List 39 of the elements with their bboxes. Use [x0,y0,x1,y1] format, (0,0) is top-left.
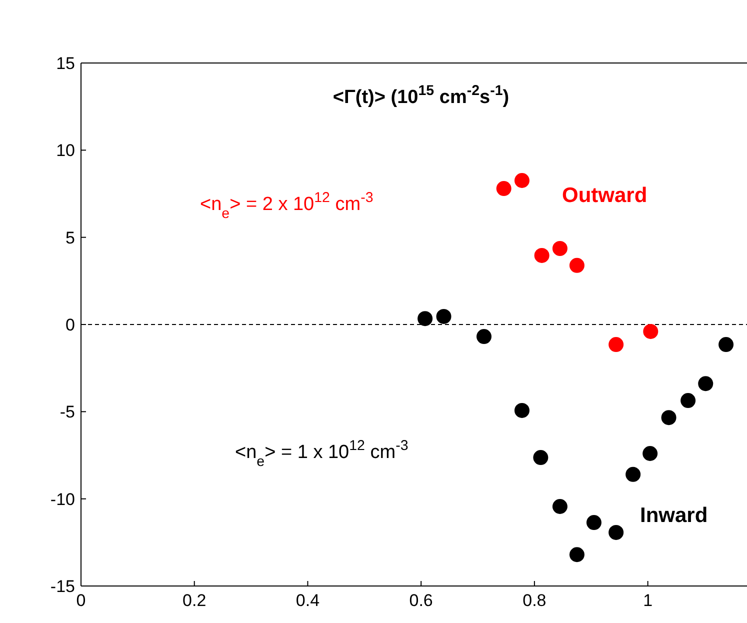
point [552,499,568,514]
point [661,410,676,426]
y-tick-label: 15 [56,54,75,73]
point [680,393,696,408]
y-tick-label: 0 [66,315,75,334]
point [496,181,512,196]
point [698,376,714,392]
x-tick-label: 0.8 [522,591,546,610]
x-tick-label: 0.4 [296,591,320,610]
point [533,450,548,466]
annotation: Outward [562,184,648,207]
text: <Γ(t)> (10$^{15}$ cm$^{-2}$s$^{-1}$) [332,83,510,108]
point [608,524,624,540]
point [552,240,568,256]
x-tick-label: 0.2 [182,591,206,610]
y-tick-label: 5 [66,228,75,248]
point [418,311,433,326]
point [608,337,624,352]
y-tick-label: -15 [50,576,75,596]
text: <n$_{e}$> = 1 x 10$^{12}$ cm$^{-3}$ [235,438,408,470]
annotation: Inward [640,504,708,527]
y-tick-label: 10 [56,141,75,160]
point [642,446,658,462]
x-tick-label: 0.6 [409,591,433,610]
point [569,547,584,562]
point [718,337,734,352]
point [626,466,641,482]
point [514,402,530,418]
y-tick-label: -10 [50,490,75,509]
point [534,248,550,263]
point [436,308,452,324]
point [569,258,584,273]
point [514,173,530,188]
text: <n$_{e}$> = 2 x 10$^{12}$ cm$^{-3}$ [200,190,374,222]
point [476,329,492,344]
point [586,515,602,530]
x-tick-label: 1 [643,591,653,610]
y-tick-label: -5 [60,402,75,422]
point [643,324,658,339]
